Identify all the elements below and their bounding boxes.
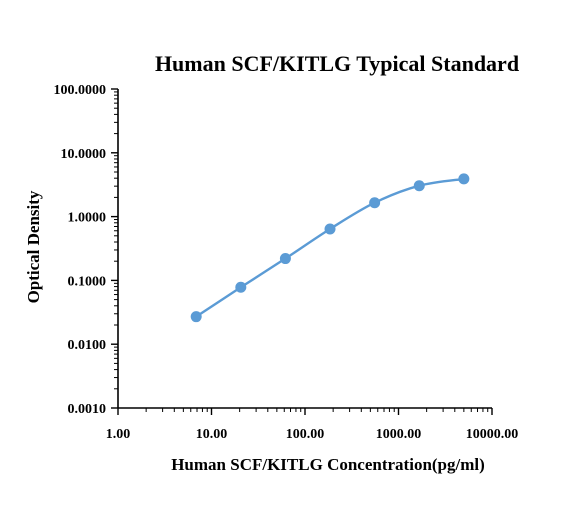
axis-ticks [111, 88, 493, 415]
y-tick-label: 0.0100 [68, 338, 107, 353]
fit-curve-group [195, 177, 465, 318]
y-tick-label: 0.1000 [68, 274, 107, 289]
fit-curve [195, 177, 465, 318]
y-axis-label: Optical Density [24, 190, 43, 303]
chart-title: Human SCF/KITLG Typical Standard [155, 51, 519, 76]
data-points [190, 173, 470, 323]
x-tick-label: 10.00 [196, 427, 228, 442]
data-point [235, 281, 247, 293]
x-tick-label: 1.00 [106, 427, 131, 442]
x-tick-label: 100.00 [286, 427, 325, 442]
data-point [324, 223, 336, 235]
y-tick-label: 10.0000 [61, 147, 107, 162]
x-tick-label: 1000.00 [376, 427, 422, 442]
y-tick-label: 0.0010 [68, 402, 107, 417]
data-point [413, 180, 425, 192]
y-tick-label: 100.0000 [54, 83, 107, 98]
data-point [190, 311, 202, 323]
axes [117, 89, 492, 409]
data-point [369, 197, 381, 209]
y-tick-label: 1.0000 [68, 211, 107, 226]
data-point [458, 173, 470, 185]
x-axis-label: Human SCF/KITLG Concentration(pg/ml) [171, 455, 485, 474]
data-point [279, 253, 291, 265]
tick-labels: 1.00 10.00 100.00 1000.00 10000.00 0.0010 0.01… [54, 83, 519, 442]
x-tick-label: 10000.00 [466, 427, 519, 442]
